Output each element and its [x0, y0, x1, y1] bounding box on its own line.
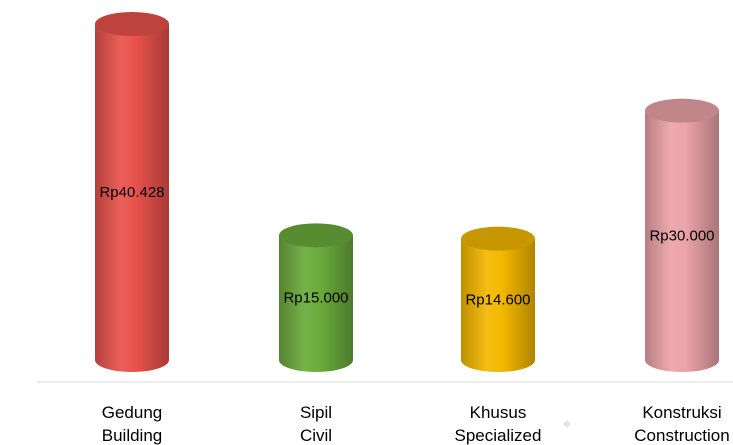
data-label-1: Rp40.428 — [99, 184, 164, 201]
bar-body-3 — [461, 238, 535, 372]
bar-4: Rp30.000 — [645, 98, 719, 373]
category-sublabel-3: Specialized — [455, 426, 542, 445]
category-label-1: Gedung — [102, 403, 163, 422]
data-label-4: Rp30.000 — [649, 227, 714, 244]
category-sublabel-1: Building — [102, 426, 163, 445]
bar-1: Rp40.428 — [95, 12, 169, 372]
category-label-2: Sipil — [300, 403, 332, 422]
bar-body-2 — [279, 235, 353, 372]
bar-2: Rp15.000 — [279, 223, 353, 372]
bar-body-4 — [645, 110, 719, 373]
watermark-icon — [563, 420, 571, 428]
category-labels-group: Gedung Building Sipil Civil Khusus Specialize… — [102, 403, 730, 445]
data-label-3: Rp14.600 — [465, 291, 530, 308]
bar-top-2 — [279, 223, 353, 248]
bar-top-4 — [645, 98, 719, 123]
bars-group: Rp40.428 Rp15.000 Rp14.600 Rp30.000 — [95, 12, 719, 373]
category-label-3: Khusus — [470, 403, 527, 422]
category-label-4: Konstruksi — [642, 403, 721, 422]
category-sublabel-4: Construction — [634, 426, 729, 445]
bar-body-1 — [95, 24, 169, 372]
bar-top-3 — [461, 226, 535, 251]
bar-top-1 — [95, 12, 169, 36]
bar-3: Rp14.600 — [461, 226, 535, 372]
category-sublabel-2: Civil — [300, 426, 332, 445]
data-label-2: Rp15.000 — [283, 290, 348, 307]
